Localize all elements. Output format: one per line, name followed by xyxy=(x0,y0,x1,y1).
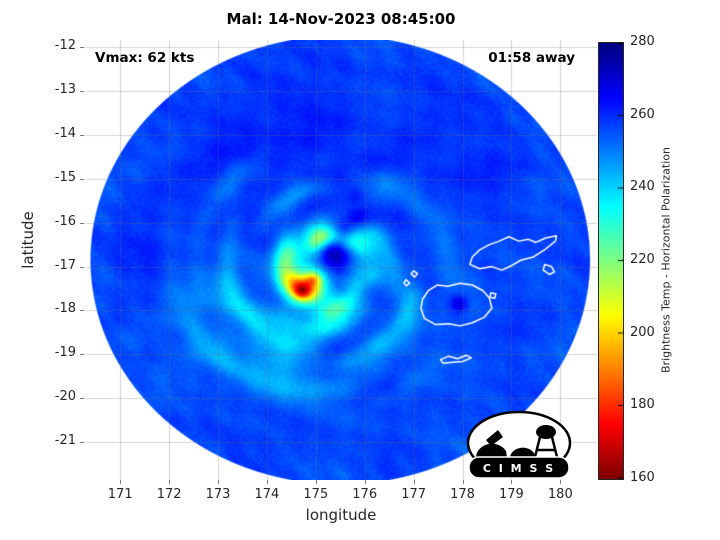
y-tick-label: -20 xyxy=(54,389,76,405)
y-tick-label: -18 xyxy=(54,301,76,317)
colorbar-tick-label: 220 xyxy=(630,252,655,267)
x-axis-label: longitude xyxy=(305,506,377,524)
water-tower-legs-icon xyxy=(533,436,559,458)
x-tick-label: 178 xyxy=(450,487,475,502)
y-tick-label: -13 xyxy=(54,81,76,97)
y-tick-label: -16 xyxy=(54,213,76,229)
y-tick-mark xyxy=(80,90,84,92)
radome-dome-icon xyxy=(476,443,507,457)
y-tick-mark xyxy=(80,398,84,400)
logo-banner xyxy=(468,456,570,479)
colorbar-label: Brightness Temp - Horizontal Polarizatio… xyxy=(659,147,673,373)
x-tick-mark xyxy=(120,480,122,484)
y-tick-label: -12 xyxy=(54,38,76,54)
cimss-logo-text: C I M S S xyxy=(483,462,555,475)
x-tick-mark xyxy=(169,480,171,484)
y-tick-label: -21 xyxy=(54,433,76,449)
water-tower-tank-icon xyxy=(536,425,556,439)
x-tick-mark xyxy=(218,480,219,484)
x-tick-label: 177 xyxy=(401,487,427,502)
vmax-annotation: Vmax: 62 kts xyxy=(95,50,195,66)
x-tick-mark xyxy=(266,480,268,484)
colorbar-tick-label: 260 xyxy=(630,106,655,122)
y-tick-mark xyxy=(80,354,84,356)
y-tick-mark xyxy=(80,222,84,224)
x-tick-mark xyxy=(364,480,366,484)
x-tick-mark xyxy=(560,480,562,484)
y-tick-mark xyxy=(80,266,84,268)
colorbar-tick-label: 240 xyxy=(630,179,655,195)
colorbar-tick-label: 280 xyxy=(630,34,655,49)
y-tick-mark xyxy=(80,442,84,444)
y-tick-label: -17 xyxy=(54,257,76,273)
y-tick-mark xyxy=(80,310,84,312)
x-tick-mark xyxy=(462,480,464,484)
dish-antenna-icon xyxy=(486,430,503,446)
x-tick-mark xyxy=(413,480,415,484)
cimss-logo: C I M S S xyxy=(466,410,572,479)
x-tick-label: 172 xyxy=(156,487,182,502)
y-tick-mark xyxy=(80,134,84,136)
x-tick-label: 176 xyxy=(352,487,378,502)
y-tick-label: -19 xyxy=(54,345,76,361)
x-tick-label: 175 xyxy=(303,487,329,502)
x-tick-label: 179 xyxy=(499,487,524,502)
plot-title: Mal: 14-Nov-2023 08:45:00 xyxy=(226,10,456,28)
colorbar-tick-label: 200 xyxy=(630,324,655,340)
colorbar-tick-label: 180 xyxy=(630,397,655,413)
y-tick-mark xyxy=(80,47,84,49)
satellite-heatmap-canvas xyxy=(85,40,597,480)
y-tick-label: -15 xyxy=(54,169,76,185)
x-tick-label: 174 xyxy=(254,487,280,502)
observatory-dome-icon xyxy=(510,447,535,457)
x-tick-mark xyxy=(315,480,317,484)
y-tick-label: -14 xyxy=(54,125,76,141)
colorbar-gradient xyxy=(598,42,624,480)
x-tick-label: 180 xyxy=(547,487,573,502)
x-tick-mark xyxy=(511,480,513,484)
colorbar-tick-label: 160 xyxy=(630,470,655,485)
y-tick-mark xyxy=(80,178,84,180)
eta-annotation: 01:58 away xyxy=(488,50,575,66)
x-tick-label: 171 xyxy=(107,487,133,502)
x-tick-label: 173 xyxy=(205,487,231,502)
